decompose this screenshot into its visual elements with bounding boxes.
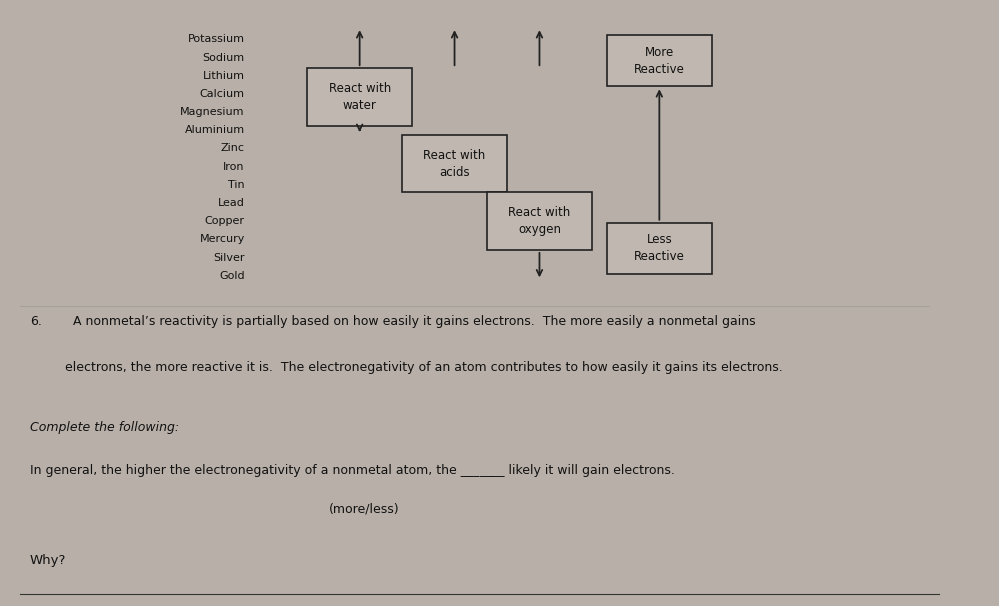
Text: Why?: Why? bbox=[30, 554, 66, 567]
Text: Aluminium: Aluminium bbox=[185, 125, 245, 135]
Bar bbox=[402, 135, 507, 193]
Text: Gold: Gold bbox=[219, 271, 245, 281]
Bar bbox=[607, 35, 711, 87]
Text: React with
acids: React with acids bbox=[424, 148, 486, 179]
Text: Complete the following:: Complete the following: bbox=[30, 421, 179, 434]
Text: electrons, the more reactive it is.  The electronegativity of an atom contribute: electrons, the more reactive it is. The … bbox=[65, 361, 782, 373]
Text: React with
water: React with water bbox=[329, 82, 391, 112]
Bar bbox=[308, 68, 412, 126]
Text: Copper: Copper bbox=[205, 216, 245, 226]
Bar bbox=[488, 192, 591, 250]
Text: Calcium: Calcium bbox=[200, 89, 245, 99]
Text: Silver: Silver bbox=[213, 253, 245, 262]
Text: Less
Reactive: Less Reactive bbox=[634, 233, 684, 264]
Text: Tin: Tin bbox=[228, 180, 245, 190]
Bar bbox=[607, 223, 711, 274]
Text: Magnesium: Magnesium bbox=[180, 107, 245, 117]
Text: React with
oxygen: React with oxygen bbox=[508, 206, 570, 236]
Text: In general, the higher the electronegativity of a nonmetal atom, the _______ lik: In general, the higher the electronegati… bbox=[30, 464, 675, 476]
Text: 6.: 6. bbox=[30, 315, 42, 328]
Text: More
Reactive: More Reactive bbox=[634, 45, 684, 76]
Text: (more/less): (more/less) bbox=[330, 503, 400, 516]
Text: Iron: Iron bbox=[223, 162, 245, 171]
Text: Potassium: Potassium bbox=[188, 35, 245, 44]
Text: A nonmetal’s reactivity is partially based on how easily it gains electrons.  Th: A nonmetal’s reactivity is partially bas… bbox=[65, 315, 755, 328]
Text: Mercury: Mercury bbox=[200, 235, 245, 244]
Text: Sodium: Sodium bbox=[203, 53, 245, 62]
Text: Zinc: Zinc bbox=[221, 144, 245, 153]
Text: Lead: Lead bbox=[218, 198, 245, 208]
Text: Lithium: Lithium bbox=[203, 71, 245, 81]
